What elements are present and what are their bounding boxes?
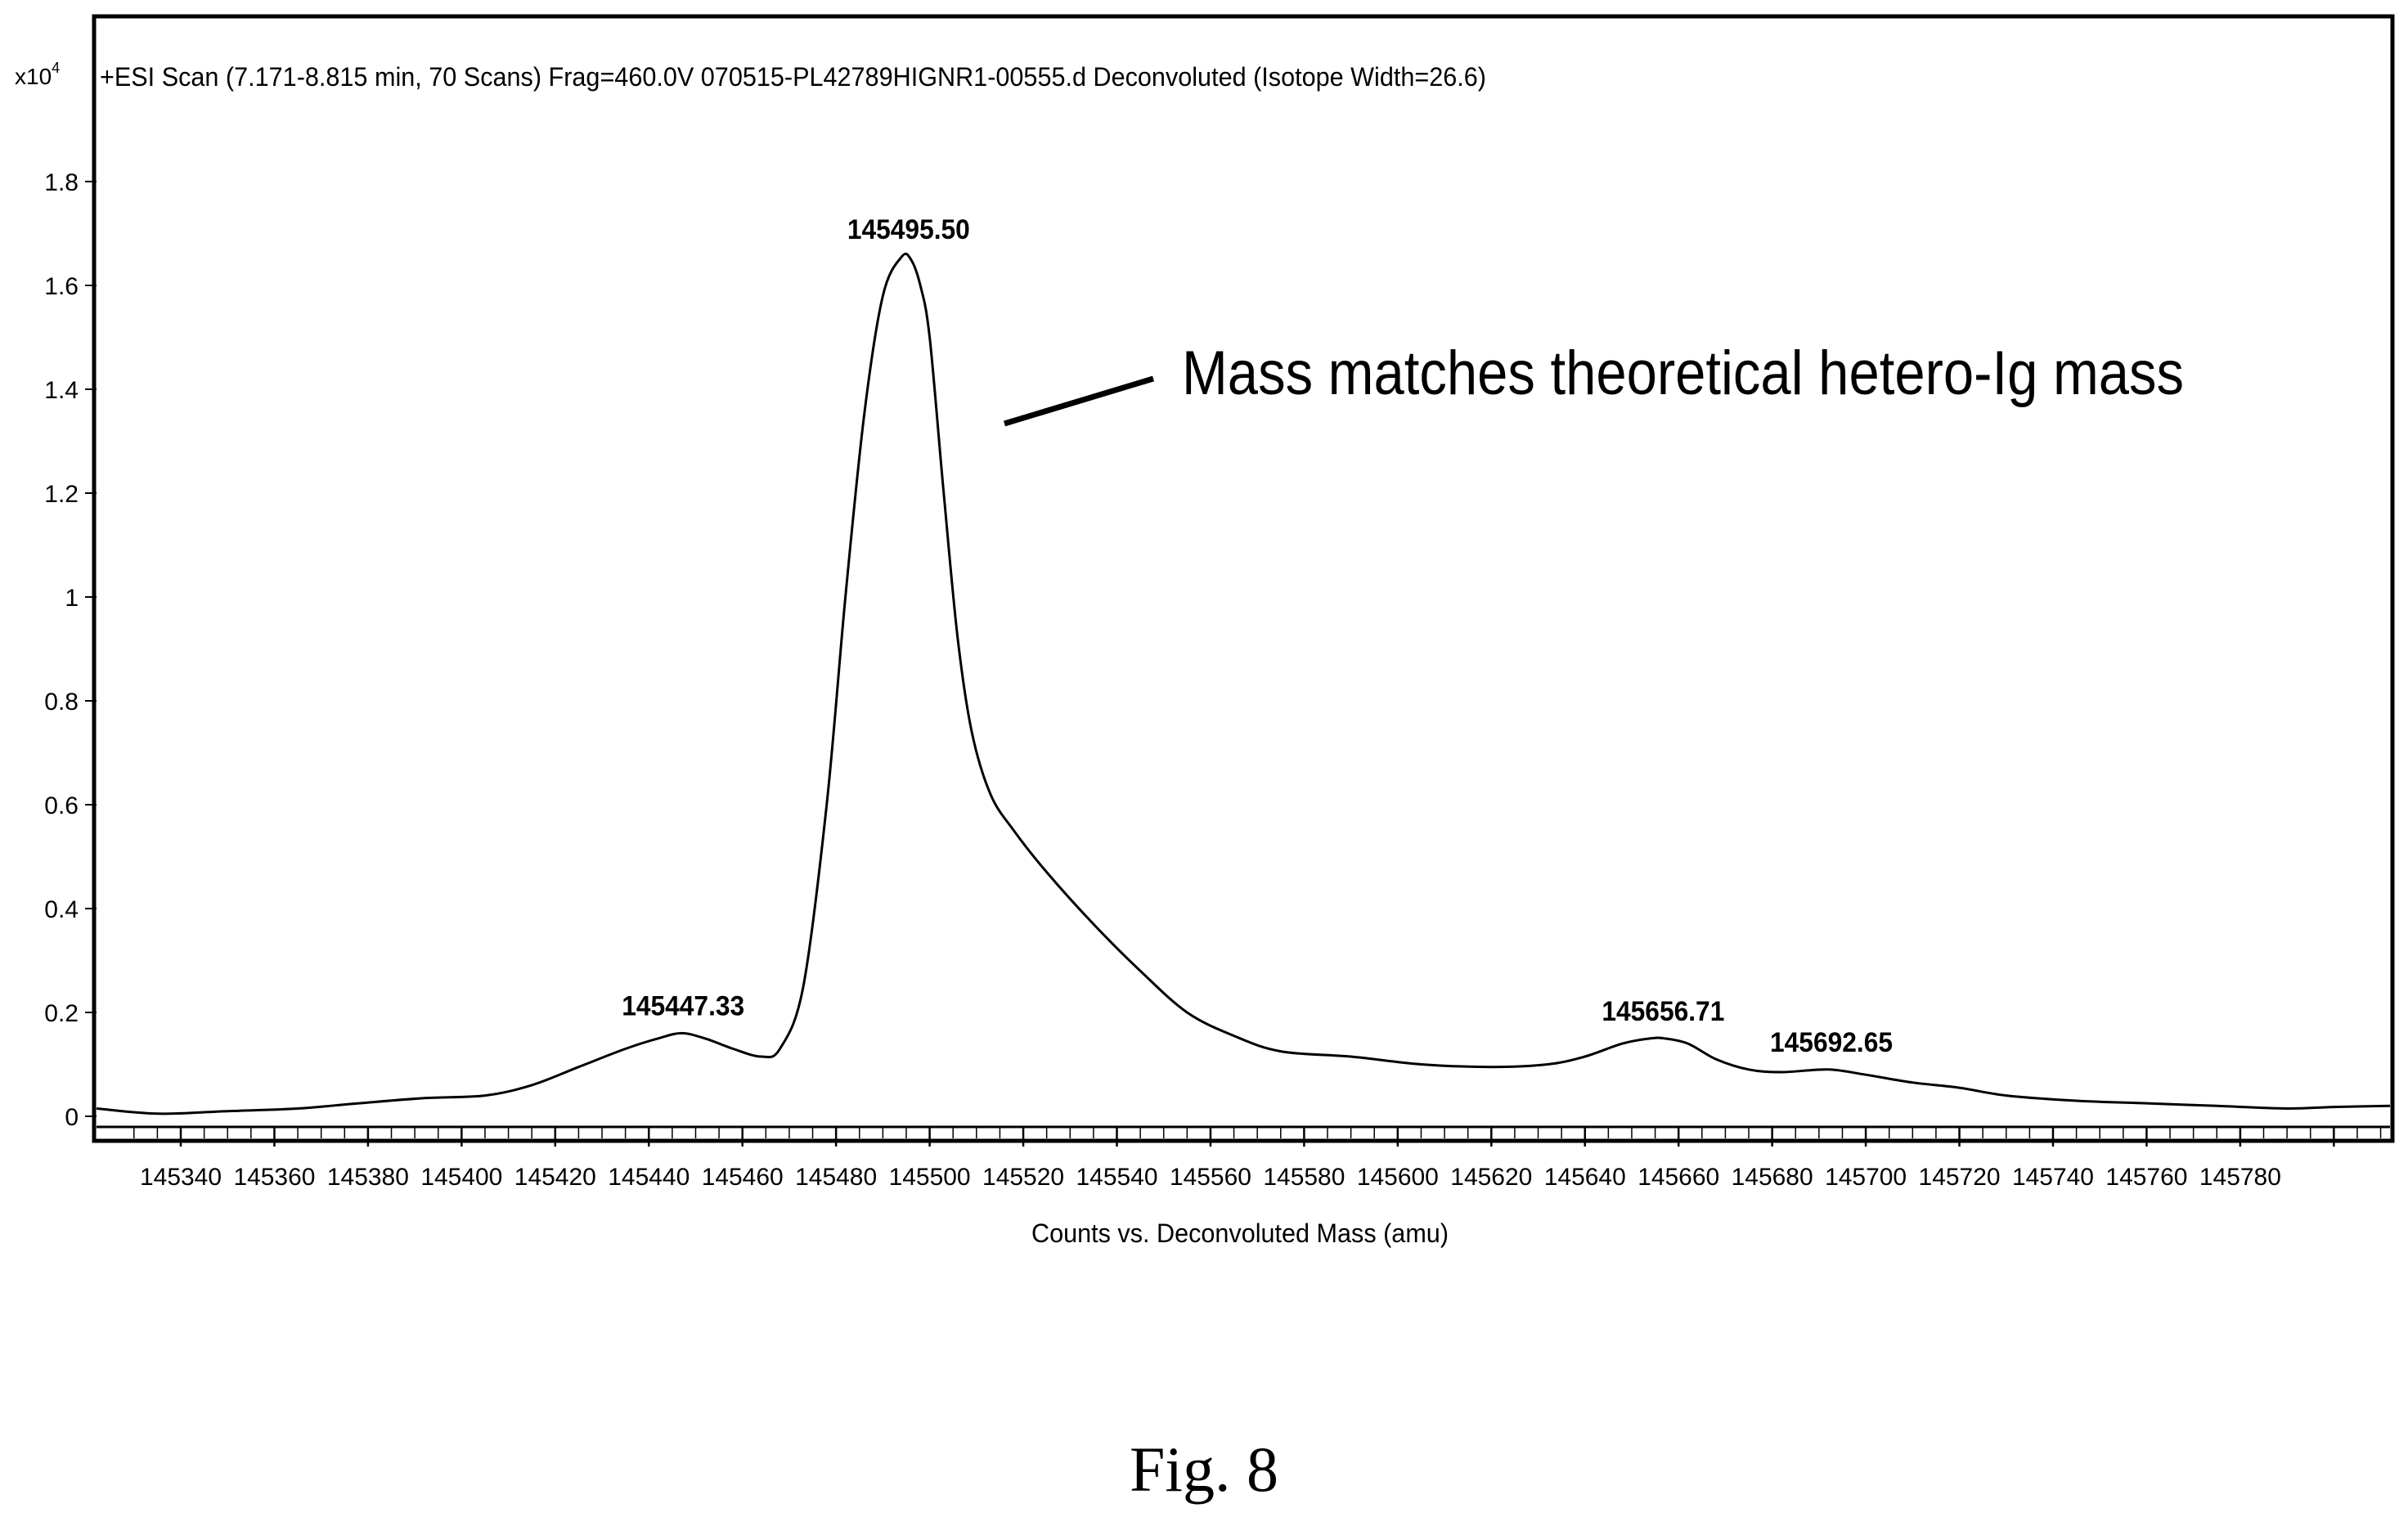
x-tick-label: 145640 bbox=[1544, 1164, 1626, 1191]
peak-labels: 145447.33 145495.50 145656.71 145692.65 bbox=[622, 214, 1893, 1058]
x-tick-label: 145760 bbox=[2105, 1164, 2187, 1191]
x-tick-label: 145420 bbox=[514, 1164, 596, 1191]
y-tick-label: 0.8 bbox=[44, 689, 79, 716]
peak-label: 145656.71 bbox=[1602, 996, 1724, 1027]
x-tick-label: 145360 bbox=[233, 1164, 315, 1191]
spectrum-line bbox=[96, 252, 2391, 1115]
y-scale-exponent: 4 bbox=[52, 60, 60, 76]
x-axis: 145340 145360 145380 145400 145420 145440 1454… bbox=[97, 1125, 2390, 1191]
x-tick-label: 145520 bbox=[982, 1164, 1064, 1191]
y-tick-label: 0.6 bbox=[44, 792, 79, 819]
x-tick-label: 145400 bbox=[420, 1164, 502, 1191]
annotation-text: Mass matches theoretical hetero-Ig mass bbox=[1182, 339, 2184, 408]
y-tick-label: 1.6 bbox=[44, 273, 79, 300]
x-tick-label: 145500 bbox=[889, 1164, 971, 1191]
y-tick-label: 1.2 bbox=[44, 481, 79, 508]
x-tick-label: 145540 bbox=[1076, 1164, 1157, 1191]
y-tick-label: 0.4 bbox=[44, 896, 79, 923]
x-tick-label: 145560 bbox=[1170, 1164, 1251, 1191]
y-tick-label: 1 bbox=[65, 585, 79, 612]
y-scale-label: x104 bbox=[15, 60, 60, 89]
x-tick-label: 145720 bbox=[1919, 1164, 2001, 1191]
y-scale-base: x10 bbox=[15, 64, 52, 89]
series-group bbox=[96, 252, 2391, 1115]
peak-label: 145495.50 bbox=[847, 214, 970, 245]
y-tick-label: 0 bbox=[65, 1104, 79, 1131]
x-tick-label: 145780 bbox=[2199, 1164, 2281, 1191]
annotation-leader-line bbox=[1003, 375, 1155, 427]
x-tick-label: 145480 bbox=[795, 1164, 877, 1191]
x-axis-title: Counts vs. Deconvoluted Mass (amu) bbox=[1031, 1219, 1449, 1248]
x-tick-label: 145460 bbox=[702, 1164, 784, 1191]
x-tick-label: 145580 bbox=[1263, 1164, 1345, 1191]
x-tick-label: 145740 bbox=[2012, 1164, 2094, 1191]
y-tick-label: 1.8 bbox=[44, 169, 79, 196]
x-tick-label: 145620 bbox=[1450, 1164, 1532, 1191]
x-tick-label: 145680 bbox=[1732, 1164, 1813, 1191]
y-axis: 0 0.2 0.4 0.6 0.8 1 1.2 1.4 1.6 1.8 bbox=[44, 169, 97, 1131]
y-tick-label: 1.4 bbox=[44, 377, 79, 404]
peak-label: 145692.65 bbox=[1770, 1027, 1893, 1058]
x-tick-label: 145700 bbox=[1825, 1164, 1907, 1191]
y-tick-label: 0.2 bbox=[44, 1000, 79, 1027]
plot-frame bbox=[92, 14, 2395, 1143]
x-tick-label: 145660 bbox=[1638, 1164, 1719, 1191]
figure-caption: Fig. 8 bbox=[1130, 1434, 1278, 1505]
peak-label: 145447.33 bbox=[622, 990, 744, 1021]
scan-info: +ESI Scan (7.171-8.815 min, 70 Scans) Fr… bbox=[100, 62, 1486, 92]
x-tick-label: 145340 bbox=[140, 1164, 222, 1191]
x-tick-label: 145600 bbox=[1357, 1164, 1439, 1191]
x-tick-label: 145380 bbox=[327, 1164, 409, 1191]
x-tick-label: 145440 bbox=[608, 1164, 690, 1191]
